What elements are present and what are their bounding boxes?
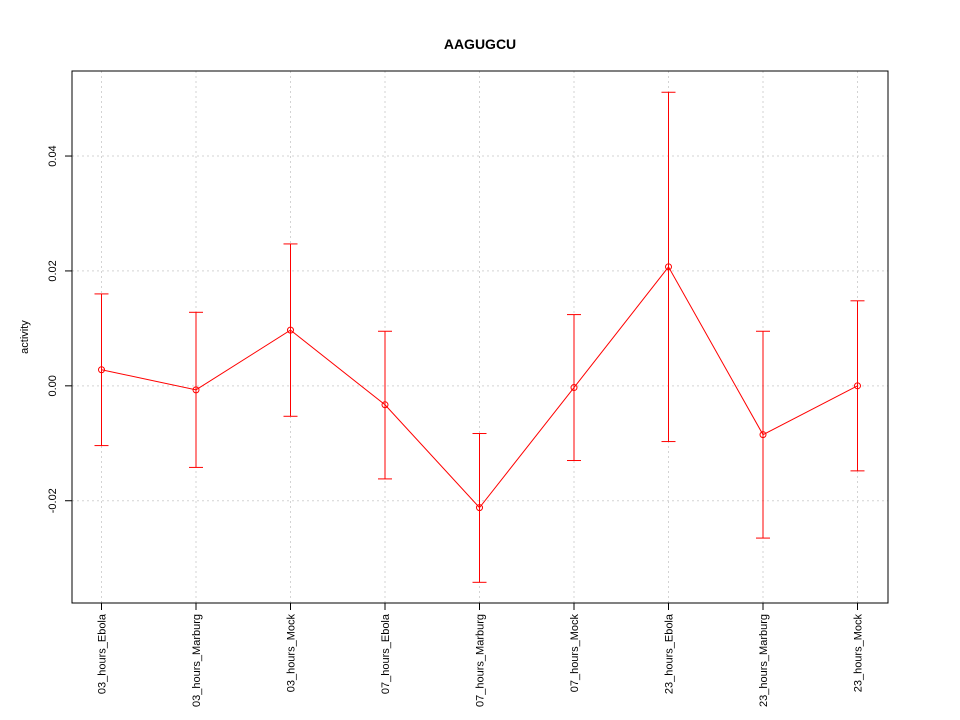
data-point <box>192 386 200 394</box>
x-tick-label: 07_hours_Mock <box>569 614 581 693</box>
data-point <box>570 384 578 392</box>
y-tick-label: -0.02 <box>47 488 59 513</box>
series-layer <box>94 91 865 583</box>
data-point <box>476 504 483 512</box>
x-tick-label: 23_hours_Marburg <box>758 614 770 707</box>
y-tick-label: 0.00 <box>47 375 59 396</box>
data-point <box>98 366 105 374</box>
data-point <box>759 431 767 439</box>
y-tick-label: 0.02 <box>47 260 59 281</box>
y-axis-label: activity <box>19 320 31 354</box>
x-tick-label: 23_hours_Ebola <box>664 613 676 694</box>
y-tick-label: 0.04 <box>47 145 59 166</box>
chart-title: AAGUGCU <box>444 36 516 52</box>
x-tick-label: 03_hours_Marburg <box>191 614 203 707</box>
x-tick-label: 03_hours_Mock <box>286 614 298 693</box>
x-tick-label: 03_hours_Ebola <box>97 613 109 694</box>
data-point <box>381 401 389 409</box>
y-axis: -0.02 0.00 0.02 0.04 <box>47 145 72 513</box>
x-tick-label: 23_hours_Mock <box>853 614 865 693</box>
data-point <box>287 326 294 334</box>
x-tick-label: 07_hours_Ebola <box>380 613 392 694</box>
data-point <box>854 382 861 390</box>
data-point <box>665 263 672 271</box>
x-axis: 03_hours_Ebola 03_hours_Marburg 03_hours_M… <box>97 603 865 707</box>
x-tick-label: 07_hours_Marburg <box>475 614 487 707</box>
